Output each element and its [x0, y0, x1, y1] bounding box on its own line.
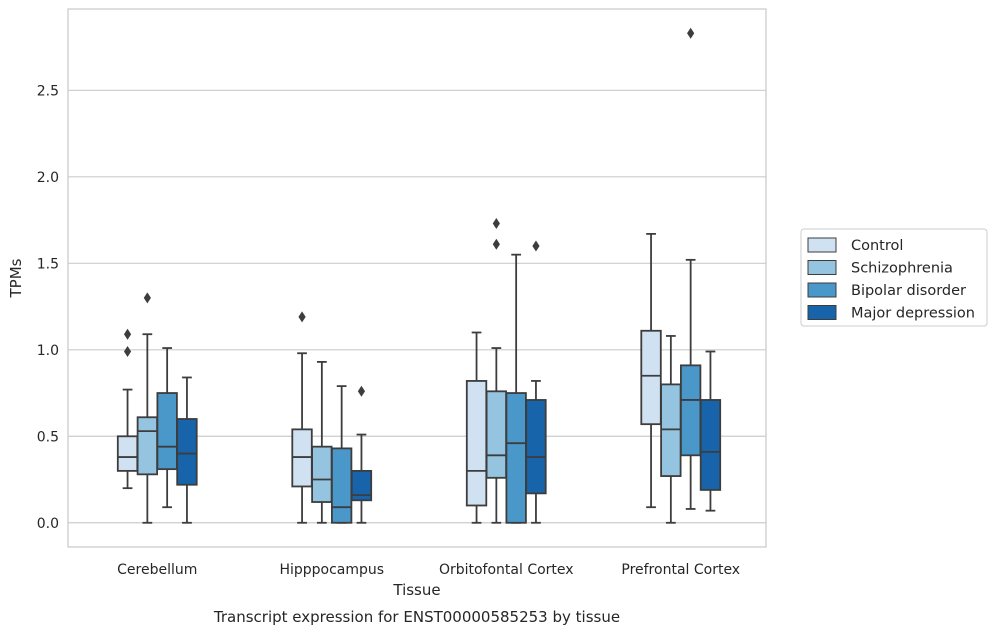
legend-label: Bipolar disorder	[851, 283, 966, 299]
outlier-point	[492, 218, 500, 230]
outlier-point	[298, 311, 306, 323]
box-orbitofontal-cortex-control	[465, 331, 488, 524]
box-cerebellum-major-depression	[176, 376, 198, 524]
box	[680, 364, 702, 457]
x-axis-label: Tissue	[392, 581, 440, 599]
box	[330, 447, 353, 524]
plot-frame	[67, 8, 767, 548]
box	[116, 435, 139, 472]
box-cerebellum-schizophrenia	[136, 292, 159, 524]
legend-frame	[800, 228, 988, 327]
outlier-point	[123, 328, 132, 340]
box-cerebellum-control	[116, 328, 139, 490]
x-tick-label: Cerebellum	[117, 562, 197, 578]
legend-swatch	[807, 282, 837, 298]
y-tick-label: 1.0	[37, 343, 59, 359]
box	[465, 380, 488, 507]
chart-title: Transcript expression for ENST0000058525…	[213, 608, 620, 626]
y-tick-labels: 0.0 0.5 1.0 1.5 2.0 2.5	[37, 83, 59, 531]
box-prefrontal-cortex-major-depression	[699, 350, 722, 512]
box-prefrontal-cortex-bipolar-disorder	[680, 27, 702, 510]
box	[311, 445, 333, 503]
legend-label: Major depression	[851, 306, 975, 322]
outlier-point	[687, 27, 695, 39]
outlier-point	[143, 292, 151, 304]
y-tick-label: 2.0	[37, 170, 59, 186]
legend-label: Schizophrenia	[851, 261, 953, 277]
outlier-point	[123, 346, 132, 358]
legend-swatch	[807, 237, 837, 253]
x-tick-label: Orbitofontal Cortex	[439, 562, 574, 578]
outlier-point	[357, 385, 366, 397]
y-tick-label: 0.5	[37, 429, 59, 445]
box	[505, 392, 527, 524]
box-orbitofontal-cortex-schizophrenia	[485, 218, 508, 524]
box	[350, 469, 373, 502]
y-tick-label: 2.5	[37, 83, 59, 99]
outlier-point	[492, 238, 500, 250]
box-hipppocampus-major-depression	[350, 385, 373, 524]
box-cerebellum-bipolar-disorder	[156, 347, 178, 509]
box	[136, 416, 159, 476]
box-orbitofontal-cortex-major-depression	[525, 240, 547, 524]
legend: Control Schizophrenia Bipolar disorder Majo…	[800, 228, 988, 327]
box-prefrontal-cortex-schizophrenia	[660, 335, 682, 524]
box	[485, 390, 508, 479]
box-hipppocampus-bipolar-disorder	[330, 385, 353, 524]
box-hipppocampus-schizophrenia	[311, 361, 333, 524]
y-tick-label: 1.5	[37, 256, 59, 272]
x-tick-label: Prefrontal Cortex	[621, 562, 740, 578]
box	[640, 329, 662, 426]
x-tick-label: Hipppocampus	[279, 562, 384, 578]
y-tick-label: 0.0	[37, 516, 59, 532]
legend-label: Control	[851, 238, 903, 254]
box	[699, 399, 722, 491]
outlier-point	[532, 240, 540, 252]
box-groups	[116, 27, 722, 524]
box	[525, 399, 547, 495]
y-axis-label: TPMs	[7, 258, 25, 298]
legend-swatch	[807, 305, 837, 320]
box	[156, 392, 178, 471]
box-hipppocampus-control	[291, 311, 313, 524]
legend-swatch	[807, 260, 837, 275]
box-prefrontal-cortex-control	[640, 232, 662, 509]
box-orbitofontal-cortex-bipolar-disorder	[505, 253, 527, 524]
box	[176, 418, 198, 486]
x-tick-labels: Cerebellum Hipppocampus Orbitofontal Corte…	[117, 562, 740, 578]
